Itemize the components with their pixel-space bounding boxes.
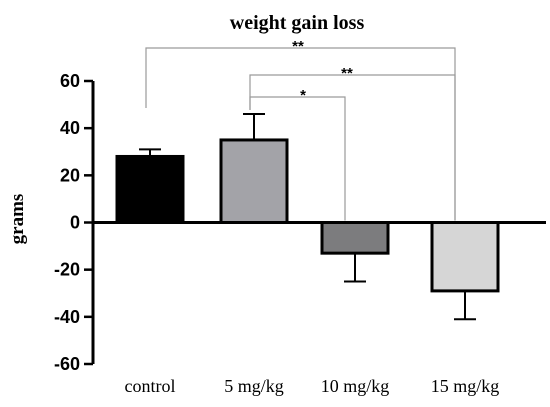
x-tick-label: 5 mg/kg (224, 376, 284, 396)
y-tick-label: -40 (54, 307, 80, 327)
y-axis-ticks: 60 40 20 0 -20 -40 -60 (54, 71, 93, 374)
x-tick-label: control (125, 376, 176, 396)
x-tick-label: 15 mg/kg (431, 376, 500, 396)
chart-title: weight gain loss (230, 12, 365, 34)
y-tick-label: 60 (60, 71, 80, 91)
significance-brackets: ***** (145, 38, 456, 221)
y-tick-label: 20 (60, 165, 80, 185)
significance-label: ** (292, 38, 304, 55)
significance-label: ** (341, 65, 353, 82)
y-axis-label: grams (7, 194, 28, 245)
bar (115, 154, 185, 224)
x-axis-ticks: control 5 mg/kg 10 mg/kg 15 mg/kg (125, 376, 500, 396)
bar (219, 138, 289, 224)
significance-bracket (249, 96, 346, 221)
significance-bracket (249, 74, 456, 221)
y-tick-label: 0 (70, 213, 80, 233)
y-tick-label: 40 (60, 118, 80, 138)
bar (430, 221, 500, 293)
bar (320, 221, 390, 255)
axes (91, 81, 546, 364)
x-tick-label: 10 mg/kg (321, 376, 390, 396)
significance-bracket (145, 47, 456, 221)
bars (115, 113, 500, 321)
significance-label: * (300, 87, 306, 104)
y-tick-label: -60 (54, 354, 80, 374)
y-tick-label: -20 (54, 260, 80, 280)
